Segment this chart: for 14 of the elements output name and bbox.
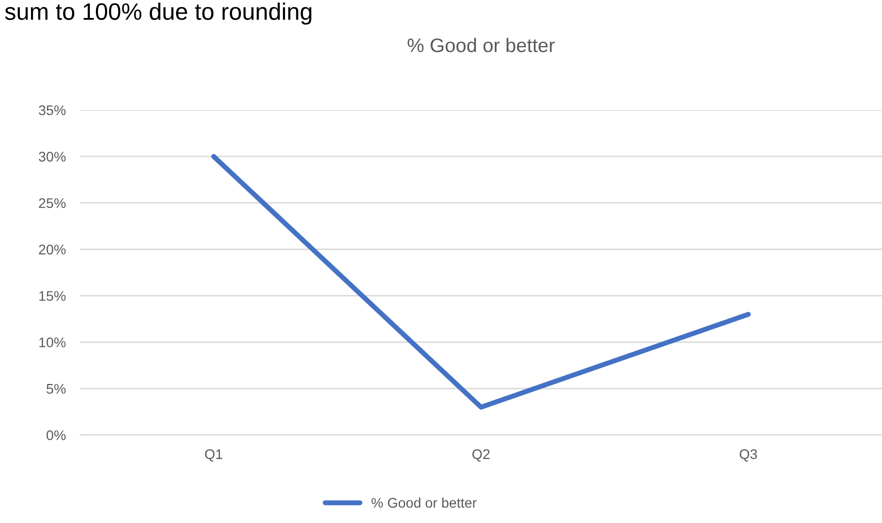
y-tick-label: 25% [39, 198, 66, 208]
y-tick-label: 20% [39, 244, 66, 254]
x-tick-label: Q1 [205, 449, 222, 462]
y-tick-label: 15% [39, 291, 66, 301]
legend-label: % Good or better [372, 498, 477, 508]
y-tick-label: 35% [38, 105, 66, 116]
y-tick-label: 30% [38, 152, 66, 162]
text: sum to 100% due to rounding [5, 2, 312, 25]
x-tick-label: Q2 [472, 449, 490, 462]
chart-title: % Good or better [408, 38, 555, 52]
x-tick-label: Q3 [740, 449, 757, 462]
y-tick-label: 10% [39, 337, 66, 348]
y-tick-label: 5% [46, 384, 66, 394]
y-tick-label: 0% [46, 430, 66, 440]
